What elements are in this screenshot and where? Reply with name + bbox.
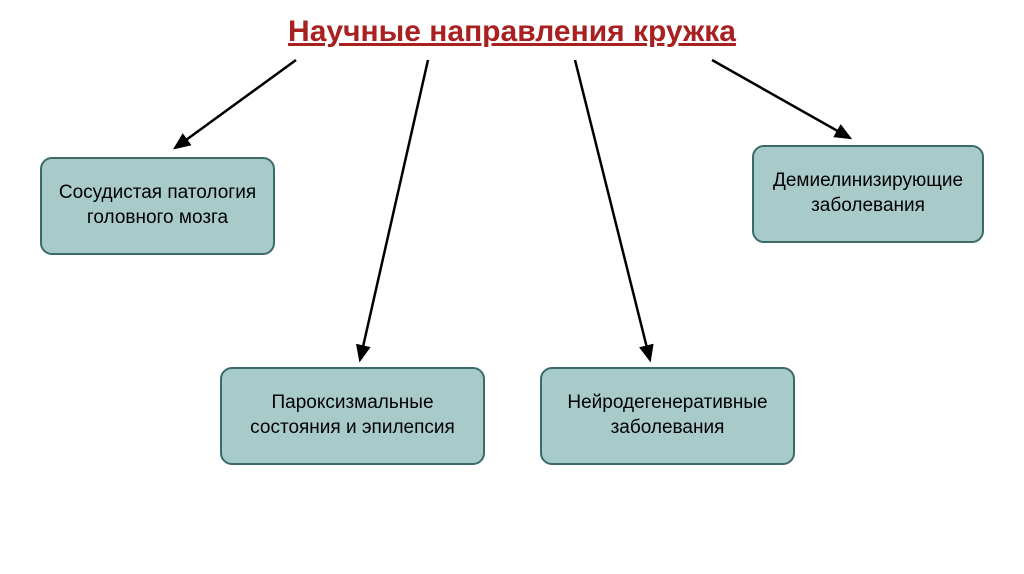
- diagram-title: Научные направления кружка: [288, 15, 736, 49]
- edge-1: [360, 60, 428, 360]
- arrows-layer: [0, 0, 1024, 574]
- edge-2: [575, 60, 650, 360]
- edge-0: [175, 60, 296, 148]
- node-n2: Демиелинизирующиезаболевания: [752, 145, 984, 243]
- node-n4: Нейродегенеративныезаболевания: [540, 367, 795, 465]
- node-n1: Сосудистая патологияголовного мозга: [40, 157, 275, 255]
- edge-3: [712, 60, 850, 138]
- node-n3: Пароксизмальныесостояния и эпилепсия: [220, 367, 485, 465]
